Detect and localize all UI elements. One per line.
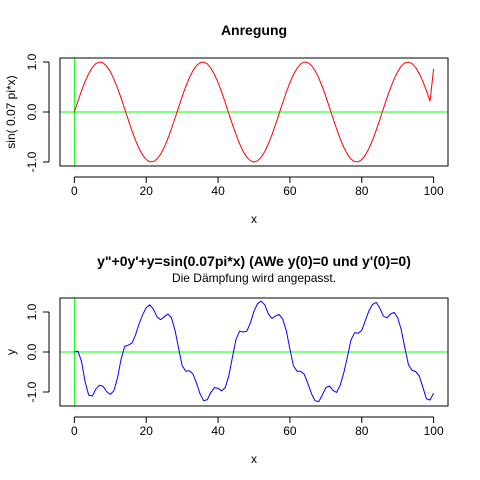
y-tick-label: 1.0 — [25, 303, 39, 320]
x-tick-label: 60 — [283, 184, 297, 198]
y-tick-label: 0.0 — [25, 103, 39, 120]
x-tick-label: 20 — [140, 184, 154, 198]
x-tick-label: 0 — [71, 424, 78, 438]
x-tick-label: 0 — [71, 184, 78, 198]
x-tick-label: 80 — [355, 184, 369, 198]
plot-frame — [59, 57, 449, 167]
y-axis-label: y — [4, 349, 18, 355]
y-tick-label: -1.0 — [25, 381, 39, 402]
y-axis-label: sin( 0.07 pi*x) — [4, 75, 18, 148]
x-axis-label: x — [251, 452, 257, 466]
chart-title: y"+0y'+y=sin(0.07pi*x) (AWe y(0)=0 und y… — [97, 253, 411, 269]
x-axis-label: x — [251, 212, 257, 226]
y-tick-label: 0.0 — [25, 343, 39, 360]
y-tick-label: 1.0 — [25, 53, 39, 70]
x-tick-label: 60 — [283, 424, 297, 438]
series-line-0 — [73, 61, 435, 163]
panel-response: y"+0y'+y=sin(0.07pi*x) (AWe y(0)=0 und y… — [4, 253, 449, 466]
x-tick-label: 40 — [211, 184, 225, 198]
x-tick-label: 80 — [355, 424, 369, 438]
chart-subtitle: Die Dämpfung wird angepasst. — [172, 271, 336, 285]
x-tick-label: 100 — [424, 424, 444, 438]
chart-title: Anregung — [221, 22, 287, 38]
x-tick-label: 20 — [140, 424, 154, 438]
plot-frame — [59, 297, 449, 407]
panel-excitation: Anregung 0 20 40 60 80 100 x -1.0 0.0 1.0 sin( 0.07… — [4, 22, 449, 226]
x-tick-label: 100 — [424, 184, 444, 198]
series-line-0 — [74, 300, 435, 403]
x-tick-label: 40 — [211, 424, 225, 438]
y-tick-label: -1.0 — [25, 151, 39, 172]
